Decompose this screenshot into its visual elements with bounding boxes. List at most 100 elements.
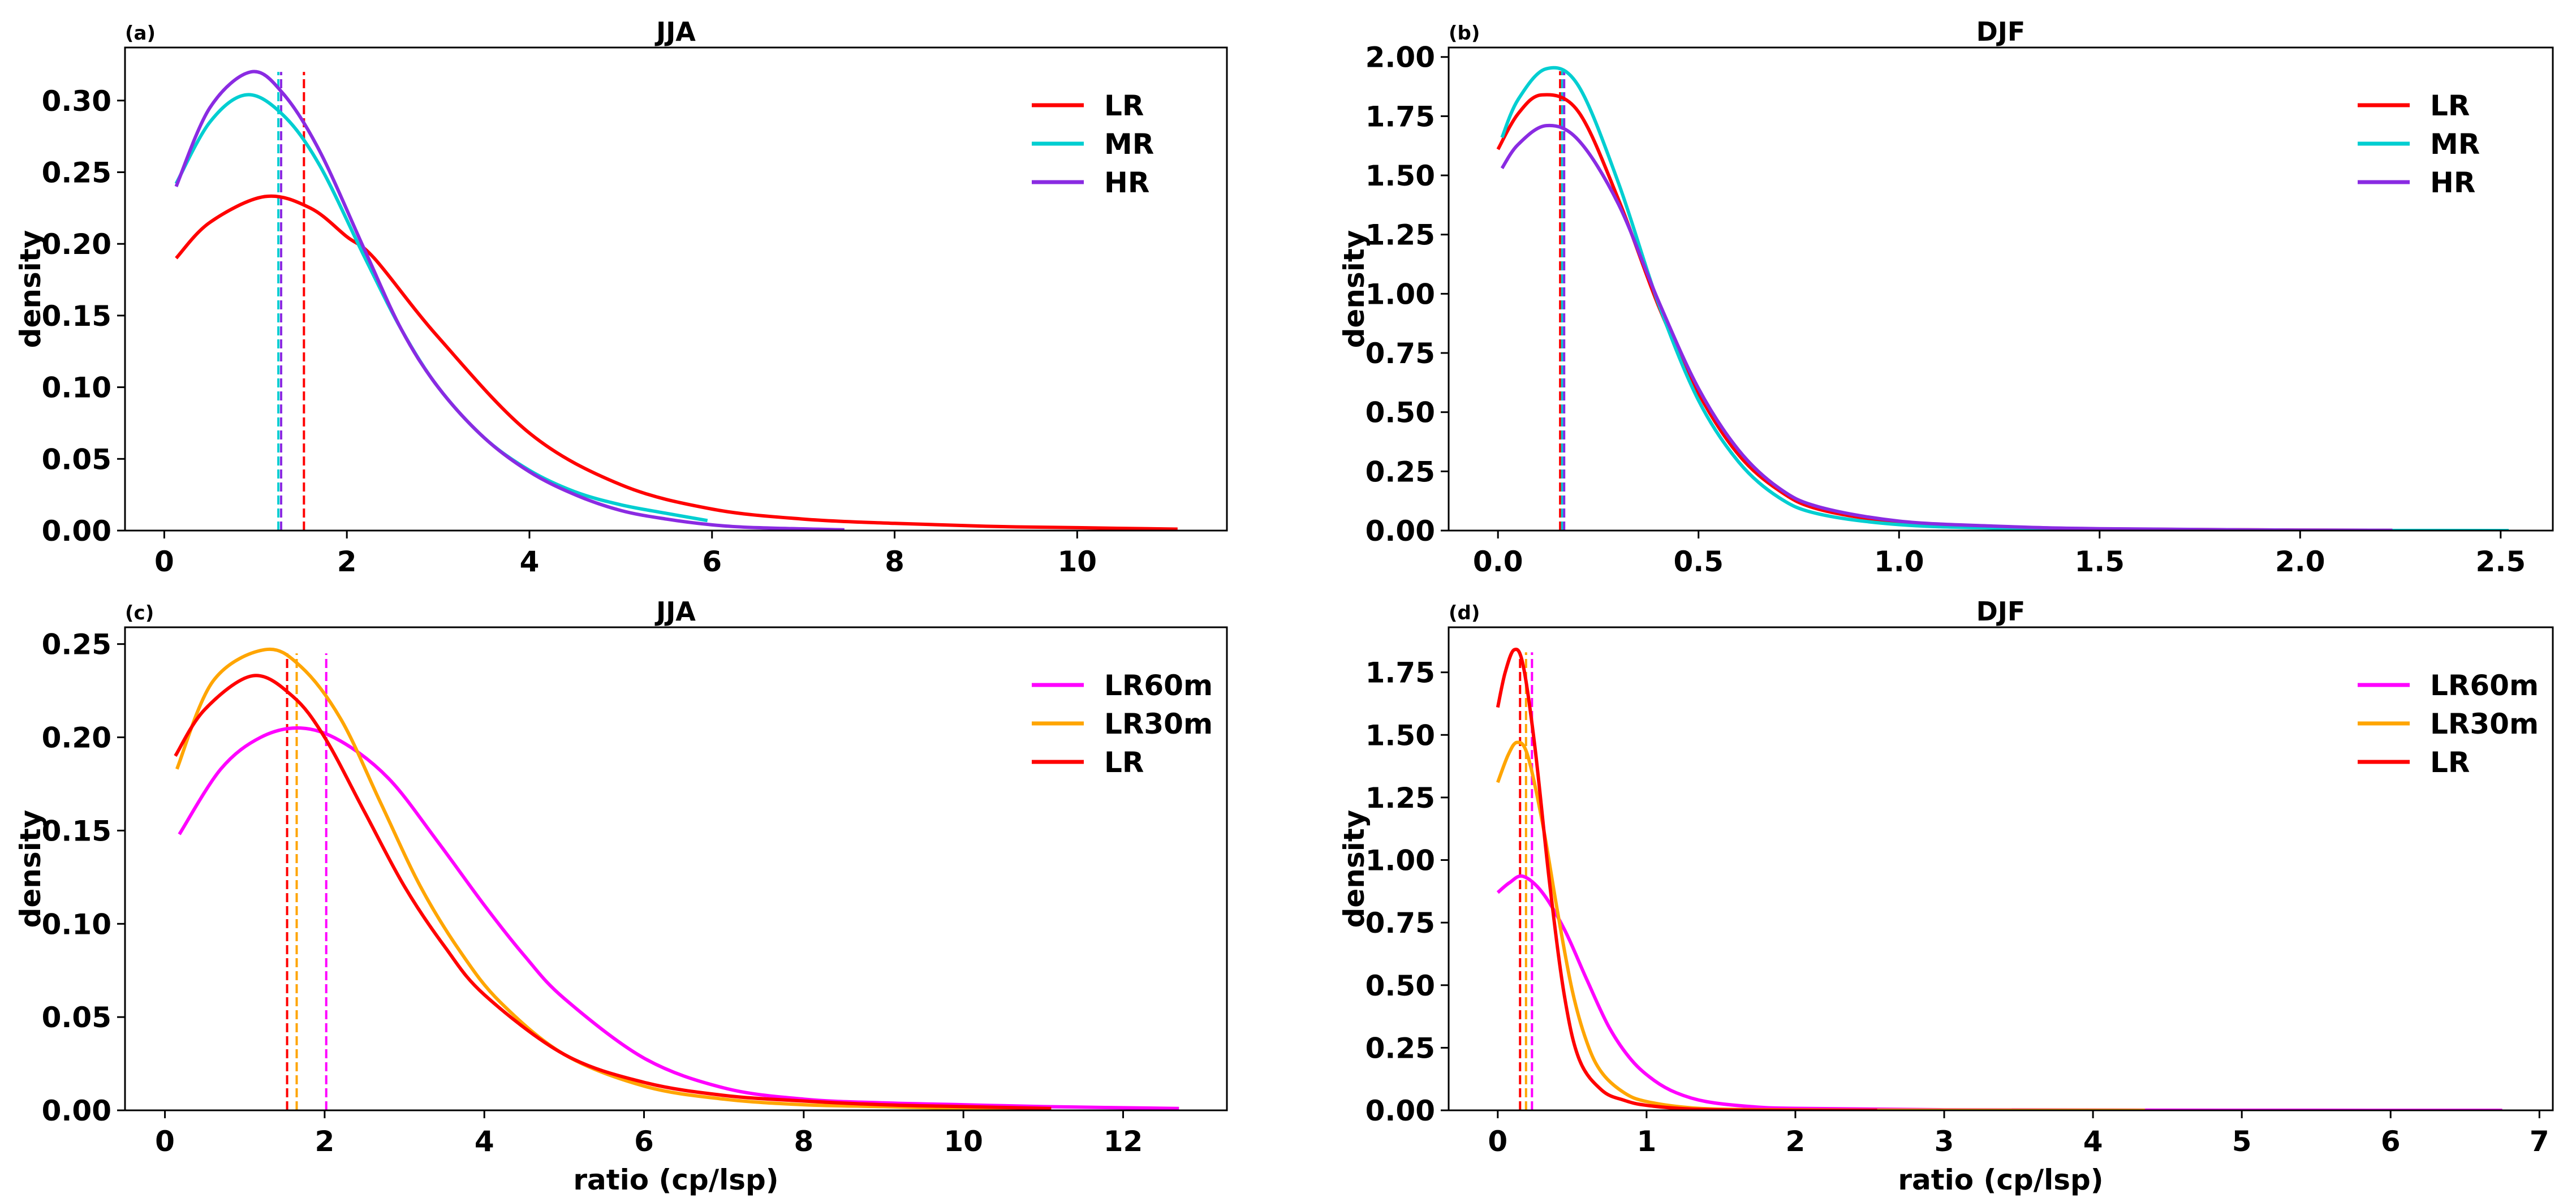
- legend: LR MR HR: [1032, 89, 1154, 199]
- y-tick-label: 1.50: [1365, 160, 1435, 192]
- axes-frame: [1448, 46, 2554, 532]
- series-line-LR: [1496, 647, 1877, 1110]
- plot-area: [1496, 66, 2509, 531]
- panel-c: 0 2 4 6 8 10 12 0.00 0.05 0.10 0.15 0.20 0.25 JJA (c) d…: [14, 596, 1228, 1196]
- y-tick-label: 0.05: [42, 443, 111, 476]
- x-tick-label: 0: [155, 1125, 175, 1158]
- y-tick-label: 0.25: [1365, 1032, 1435, 1065]
- legend-label-HR: HR: [1104, 166, 1149, 199]
- y-axis-label: density: [1338, 810, 1371, 928]
- y-tick-label: 1.50: [1365, 719, 1435, 752]
- panel-label: (a): [125, 22, 156, 45]
- x-tick-label: 2: [337, 545, 357, 578]
- y-tick-label: 0.75: [1365, 907, 1435, 940]
- panel-label: (b): [1449, 22, 1480, 45]
- plot-area: [174, 70, 1178, 531]
- panel-d: 0 1 2 3 4 5 6 7 0.00 0.25 0.50 0.75 1.00 1.25 1.50 1.75…: [1338, 596, 2554, 1196]
- x-tick-label: 4: [520, 545, 540, 578]
- panel-title: JJA: [654, 16, 696, 47]
- legend: LR60m LR30m LR: [2358, 669, 2539, 779]
- x-tick-label: 2: [1786, 1125, 1806, 1158]
- x-tick-label: 1: [1636, 1125, 1656, 1158]
- y-tick-label: 2.00: [1365, 41, 1435, 74]
- series-line-LR30m: [175, 647, 1052, 1110]
- x-axis-label: ratio (cp/lsp): [1898, 1163, 2103, 1196]
- x-tick-label: 4: [475, 1125, 494, 1158]
- y-tick-label: 1.25: [1365, 219, 1435, 252]
- legend: LR MR HR: [2358, 89, 2480, 199]
- axes-frame: [124, 626, 1228, 1111]
- x-tick-label: 6: [702, 545, 722, 578]
- series-line-HR: [1500, 123, 2393, 531]
- x-tick-label: 10: [944, 1125, 983, 1158]
- legend-label-LR: LR: [2430, 89, 2470, 122]
- y-tick-label: 0.50: [1365, 969, 1435, 1002]
- y-tick-label: 0.15: [42, 300, 111, 333]
- x-tick-label: 3: [1935, 1125, 1954, 1158]
- series-line-LR: [174, 674, 1052, 1110]
- y-tick-label: 0.75: [1365, 337, 1435, 370]
- x-tick-label: 1.0: [1874, 545, 1924, 578]
- plot-area: [174, 647, 1179, 1110]
- y-tick-label: 0.10: [42, 908, 111, 941]
- series-line-LR: [175, 194, 1178, 531]
- y-tick-label: 0.00: [42, 1094, 111, 1127]
- y-tick-label: 0.10: [42, 372, 111, 404]
- y-tick-label: 1.00: [1365, 844, 1435, 877]
- series-line-LR: [1496, 93, 2393, 531]
- y-tick-label: 0.20: [42, 722, 111, 755]
- x-tick-label: 8: [794, 1125, 813, 1158]
- x-tick-label: 6: [2381, 1125, 2401, 1158]
- legend-label-LR60m: LR60m: [1104, 669, 1213, 702]
- y-tick-label: 0.25: [1365, 455, 1435, 488]
- y-tick-label: 0.05: [42, 1001, 111, 1034]
- x-tick-label: 5: [2232, 1125, 2252, 1158]
- panel-title: JJA: [654, 596, 696, 627]
- panel-label: (d): [1449, 602, 1480, 624]
- x-tick-label: 2: [315, 1125, 335, 1158]
- y-tick-label: 0.00: [1365, 1094, 1435, 1127]
- y-axis-label: density: [1338, 230, 1371, 348]
- x-tick-label: 0.5: [1673, 545, 1724, 578]
- x-tick-label: 8: [885, 545, 904, 578]
- series-line-LR30m: [1496, 740, 2146, 1110]
- y-tick-label: 0.30: [42, 85, 111, 118]
- y-tick-label: 1.25: [1365, 782, 1435, 815]
- y-tick-label: 0.25: [42, 156, 111, 189]
- x-tick-label: 6: [634, 1125, 654, 1158]
- legend-label-LR30m: LR30m: [2430, 708, 2539, 740]
- y-tick-label: 0.15: [42, 815, 111, 847]
- y-tick-label: 1.75: [1365, 100, 1435, 133]
- x-tick-label: 2.0: [2275, 545, 2325, 578]
- legend-label-MR: MR: [1104, 128, 1154, 161]
- y-axis-label: density: [14, 230, 47, 348]
- y-tick-label: 0.20: [42, 228, 111, 261]
- panel-a: 0 2 4 6 8 10 0.00 0.05 0.10 0.15 0.20 0.25 0.30 JJA (a…: [14, 16, 1228, 578]
- y-tick-label: 0.00: [42, 515, 111, 548]
- x-tick-label: 0: [154, 545, 174, 578]
- series-line-LR60m: [1496, 874, 2502, 1110]
- series-line-LR60m: [178, 726, 1179, 1110]
- x-tick-label: 12: [1104, 1125, 1143, 1158]
- series-line-HR: [174, 70, 845, 531]
- axes-frame: [1448, 626, 2554, 1111]
- legend-label-LR30m: LR30m: [1104, 708, 1213, 740]
- axes-frame: [124, 46, 1228, 532]
- y-tick-label: 0.50: [1365, 397, 1435, 429]
- y-tick-label: 1.75: [1365, 657, 1435, 690]
- panel-b: 0.0 0.5 1.0 1.5 2.0 2.5 0.00 0.25 0.50 0.75 1.00 1.…: [1338, 16, 2554, 578]
- plot-area: [1496, 647, 2502, 1110]
- series-line-MR: [1500, 66, 2509, 531]
- x-tick-label: 0.0: [1473, 545, 1523, 578]
- x-tick-label: 7: [2530, 1125, 2549, 1158]
- legend-label-HR: HR: [2430, 166, 2475, 199]
- panel-title: DJF: [1976, 16, 2026, 47]
- panel-title: DJF: [1976, 596, 2026, 627]
- x-tick-label: 4: [2083, 1125, 2103, 1158]
- legend-label-LR60m: LR60m: [2430, 669, 2539, 702]
- series-line-MR: [174, 93, 708, 523]
- legend: LR60m LR30m LR: [1032, 669, 1213, 779]
- y-tick-label: 1.00: [1365, 278, 1435, 311]
- legend-label-LR: LR: [1104, 746, 1144, 779]
